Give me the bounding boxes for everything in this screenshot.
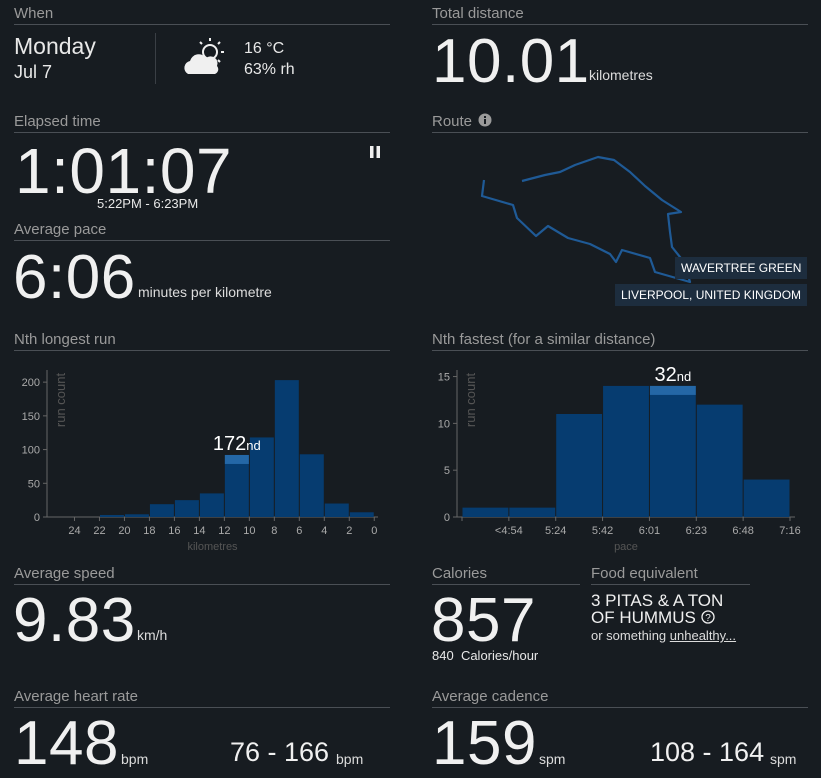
section-heading: Nth longest run bbox=[14, 331, 390, 351]
day: Monday bbox=[14, 33, 96, 59]
food-note: or something bbox=[591, 628, 667, 643]
section-heading: Total distance bbox=[432, 5, 808, 25]
section-heading: Elapsed time bbox=[14, 113, 390, 133]
route-heading: Route bbox=[432, 113, 473, 130]
cadence-range-unit: spm bbox=[770, 751, 797, 767]
svg-text:?: ? bbox=[705, 613, 711, 624]
weather-icon bbox=[184, 38, 224, 74]
section-heading: Route bbox=[432, 113, 808, 133]
section-heading: When bbox=[14, 5, 390, 25]
distance-value: 10.01 bbox=[432, 27, 590, 96]
humidity: 63% rh bbox=[244, 61, 295, 78]
section-heading: Average cadence bbox=[432, 688, 808, 708]
section-heading: Average heart rate bbox=[14, 688, 390, 708]
section-heading: Calories bbox=[432, 565, 580, 585]
distance-unit: kilometres bbox=[589, 67, 653, 83]
date: Jul 7 bbox=[14, 62, 53, 82]
food-text: 3 PITAS & A TON OF HUMMUS bbox=[591, 591, 724, 627]
section-heading: Average speed bbox=[14, 565, 390, 585]
route-label: WAVERTREE GREEN bbox=[675, 257, 808, 279]
calories-value: 857 bbox=[431, 586, 536, 655]
info-icon[interactable] bbox=[478, 113, 492, 127]
calories-rate-unit: Calories/hour bbox=[460, 648, 539, 663]
heart-rate-unit: bpm bbox=[121, 751, 149, 767]
pace-value: 6:06 bbox=[13, 243, 136, 312]
speed-unit: km/h bbox=[137, 627, 168, 643]
cadence-unit: spm bbox=[539, 751, 566, 767]
help-icon[interactable]: ? bbox=[700, 610, 715, 624]
pace-unit: minutes per kilometre bbox=[138, 284, 272, 300]
time-range: 5:22PM - 6:23PM bbox=[97, 196, 199, 211]
section-heading: Average pace bbox=[14, 221, 390, 241]
divider bbox=[155, 33, 156, 84]
calories-rate: 840 bbox=[432, 648, 454, 663]
cadence-range: 108 - 164 bbox=[650, 737, 765, 767]
heart-rate-range: 76 - 166 bbox=[230, 737, 330, 767]
speed-value: 9.83 bbox=[13, 586, 136, 655]
route-label: LIVERPOOL, UNITED KINGDOM bbox=[615, 284, 808, 306]
cadence-value: 159 bbox=[432, 709, 537, 778]
heart-rate-value: 148 bbox=[14, 709, 119, 778]
pause-button[interactable] bbox=[369, 146, 381, 159]
heart-rate-range-unit: bpm bbox=[336, 751, 364, 767]
temperature: 16 °C bbox=[244, 40, 285, 57]
elapsed-value: 1:01:07 bbox=[15, 135, 233, 207]
food-link[interactable]: unhealthy... bbox=[669, 628, 737, 643]
section-heading: Nth fastest (for a similar distance) bbox=[432, 331, 808, 351]
section-heading: Food equivalent bbox=[591, 565, 750, 585]
